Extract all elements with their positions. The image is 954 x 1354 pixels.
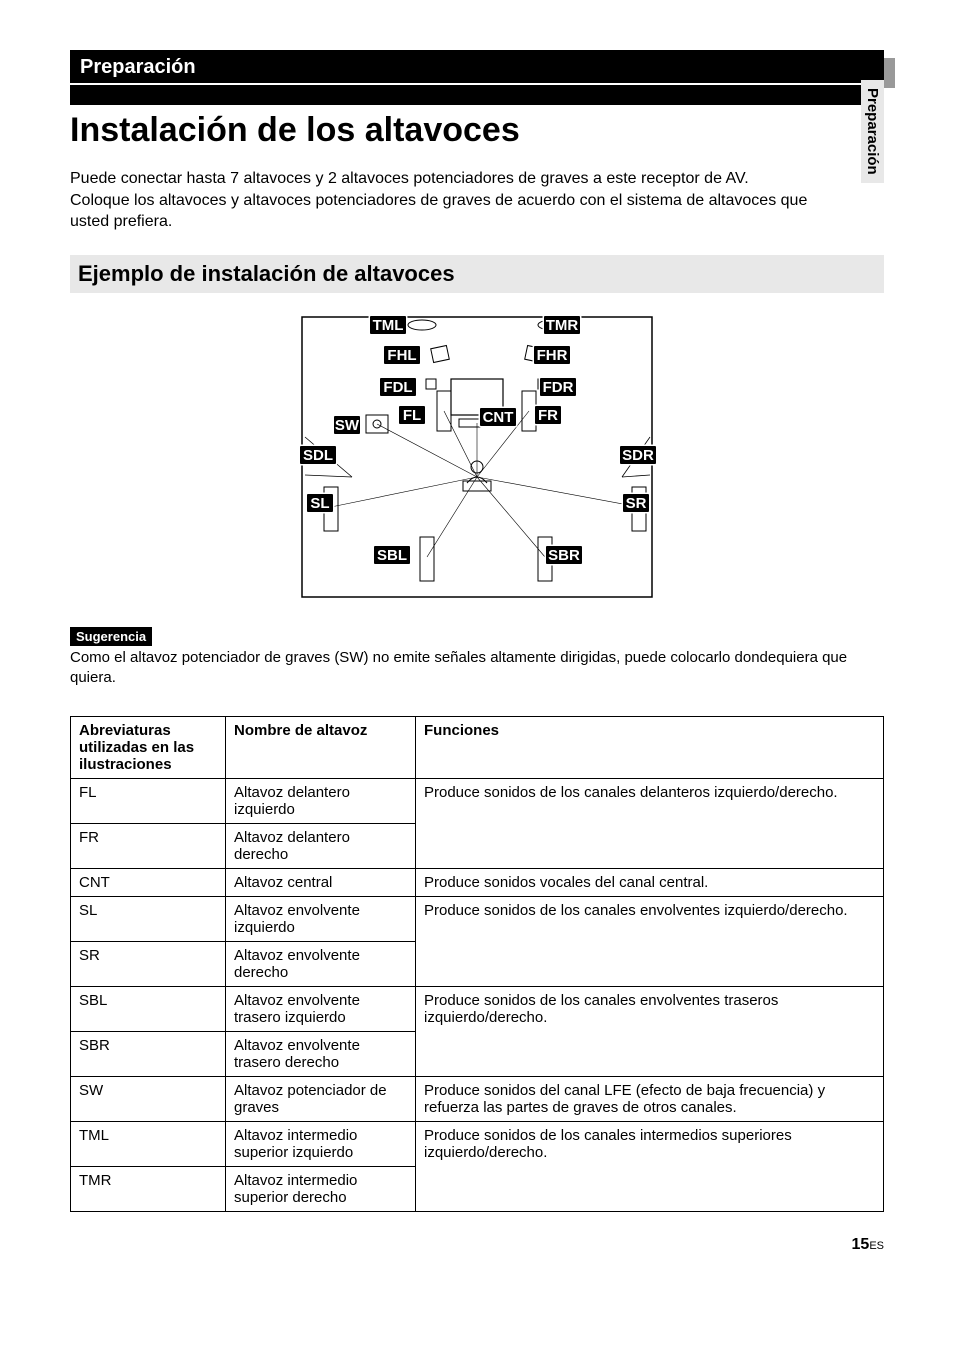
col-header-func: Funciones	[416, 717, 884, 779]
section-banner: Preparación	[70, 50, 884, 83]
cell-abbr: FL	[71, 779, 226, 824]
cell-name: Altavoz potenciador de graves	[226, 1077, 416, 1122]
speaker-layout-svg: TML TMR FHL FHR FDL FDR FL FR CNT SWSDL SDR SL SR SBL…	[262, 307, 692, 607]
section-heading: Ejemplo de instalación de altavoces	[78, 261, 876, 287]
cell-abbr: SL	[71, 897, 226, 942]
cell-name: Altavoz central	[226, 869, 416, 897]
cell-func: Produce sonidos de los canales envolvent…	[416, 987, 884, 1077]
speaker-diagram: TML TMR FHL FHR FDL FDR FL FR CNT SWSDL SDR SL SR SBL…	[70, 307, 884, 607]
section-heading-band: Ejemplo de instalación de altavoces	[70, 255, 884, 293]
intro-paragraph: Puede conectar hasta 7 altavoces y 2 alt…	[70, 168, 810, 233]
svg-text:FR: FR	[538, 407, 558, 424]
cell-abbr: SR	[71, 942, 226, 987]
svg-text:TMR: TMR	[546, 317, 579, 334]
svg-text:TML: TML	[373, 317, 404, 334]
table-row: SWAltavoz potenciador de gravesProduce s…	[71, 1077, 884, 1122]
col-header-abbr: Abreviaturas utilizadas en las ilustraci…	[71, 717, 226, 779]
cell-abbr: TMR	[71, 1167, 226, 1212]
svg-text:FDL: FDL	[383, 379, 412, 396]
cell-abbr: SBL	[71, 987, 226, 1032]
side-tab: Preparación	[861, 80, 884, 183]
cell-abbr: SBR	[71, 1032, 226, 1077]
svg-text:SR: SR	[626, 495, 647, 512]
table-row: FLAltavoz delantero izquierdoProduce son…	[71, 779, 884, 824]
table-header-row: Abreviaturas utilizadas en las ilustraci…	[71, 717, 884, 779]
cell-name: Altavoz delantero derecho	[226, 824, 416, 869]
cell-abbr: SW	[71, 1077, 226, 1122]
svg-text:FDR: FDR	[543, 379, 574, 396]
cell-func: Produce sonidos de los canales intermedi…	[416, 1122, 884, 1212]
col-header-name: Nombre de altavoz	[226, 717, 416, 779]
tip-label: Sugerencia	[70, 627, 152, 646]
banner-underline	[70, 85, 884, 105]
cell-func: Produce sonidos vocales del canal centra…	[416, 869, 884, 897]
svg-text:FHR: FHR	[537, 347, 568, 364]
cell-name: Altavoz envolvente izquierdo	[226, 897, 416, 942]
cell-func: Produce sonidos de los canales envolvent…	[416, 897, 884, 987]
cell-name: Altavoz intermedio superior derecho	[226, 1167, 416, 1212]
table-body: FLAltavoz delantero izquierdoProduce son…	[71, 779, 884, 1212]
cell-name: Altavoz envolvente trasero derecho	[226, 1032, 416, 1077]
cell-func: Produce sonidos del canal LFE (efecto de…	[416, 1077, 884, 1122]
cell-name: Altavoz envolvente trasero izquierdo	[226, 987, 416, 1032]
page-title: Instalación de los altavoces	[70, 111, 884, 150]
cell-name: Altavoz delantero izquierdo	[226, 779, 416, 824]
table-row: SBLAltavoz envolvente trasero izquierdoP…	[71, 987, 884, 1032]
svg-text:SBL: SBL	[377, 547, 407, 564]
cell-name: Altavoz intermedio superior izquierdo	[226, 1122, 416, 1167]
svg-text:SDL: SDL	[303, 447, 333, 464]
svg-text:FHL: FHL	[387, 347, 416, 364]
tip-text: Como el altavoz potenciador de graves (S…	[70, 648, 884, 689]
svg-text:CNT: CNT	[483, 409, 514, 426]
table-row: SLAltavoz envolvente izquierdoProduce so…	[71, 897, 884, 942]
svg-text:FL: FL	[403, 407, 421, 424]
cell-abbr: TML	[71, 1122, 226, 1167]
table-row: CNTAltavoz centralProduce sonidos vocale…	[71, 869, 884, 897]
cell-abbr: FR	[71, 824, 226, 869]
svg-text:SW: SW	[335, 417, 360, 434]
side-tab-marker	[884, 58, 895, 88]
page-lang: ES	[869, 1240, 884, 1252]
svg-text:SDR: SDR	[622, 447, 654, 464]
cell-abbr: CNT	[71, 869, 226, 897]
page-footer: 15ES	[70, 1236, 884, 1254]
svg-text:SL: SL	[310, 495, 329, 512]
speaker-table: Abreviaturas utilizadas en las ilustraci…	[70, 716, 884, 1212]
page-number: 15	[852, 1236, 870, 1253]
cell-func: Produce sonidos de los canales delantero…	[416, 779, 884, 869]
cell-name: Altavoz envolvente derecho	[226, 942, 416, 987]
svg-text:SBR: SBR	[548, 547, 580, 564]
table-row: TMLAltavoz intermedio superior izquierdo…	[71, 1122, 884, 1167]
